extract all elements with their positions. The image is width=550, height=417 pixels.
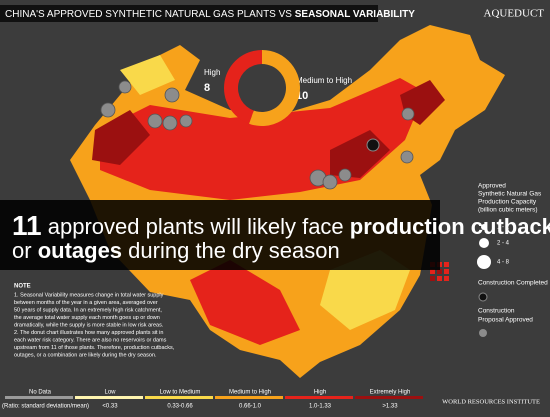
brand: AQUEDUCT [484, 8, 545, 20]
approved-key [479, 329, 487, 337]
legend-title: Production Capacity [478, 199, 537, 206]
scale-range: >1.33 [382, 404, 398, 410]
scale-label: No Data [29, 390, 52, 396]
donut-label: High [204, 68, 220, 77]
note-line: 1. Seasonal Variability measures change … [14, 292, 164, 298]
scale-label: Medium to High [229, 390, 271, 396]
scale-swatch [75, 396, 143, 399]
plant [100, 102, 116, 118]
scale-label: Low [104, 390, 116, 396]
legend-approved: Proposal Approved [478, 317, 533, 324]
plant [322, 174, 338, 190]
plant [338, 168, 352, 182]
note-line: the average total water supply each mont… [14, 315, 160, 321]
scale-swatch [215, 396, 283, 399]
legend-completed: Construction Completed [478, 280, 548, 287]
scale-swatch [355, 396, 423, 399]
footer-org: WORLD RESOURCES INSTITUTE [442, 398, 540, 405]
scale-unit: (Ratio: standard deviation/mean) [2, 404, 89, 410]
plant [162, 115, 178, 131]
plant [147, 113, 163, 129]
note-line: 50 years of supply data. In an extremely… [14, 307, 162, 313]
size-label: 4 - 8 [497, 260, 510, 266]
size-key [479, 238, 489, 248]
title: CHINA'S APPROVED SYNTHETIC NATURAL GAS P… [5, 9, 415, 20]
headline: 11 approved plants will likely face prod… [12, 210, 550, 241]
scale-label: High [314, 390, 326, 396]
donut-value: 8 [204, 82, 210, 94]
donut-segment [223, 50, 262, 124]
scale-range: 1.0-1.33 [309, 404, 332, 410]
scale-swatch [145, 396, 213, 399]
scale-swatch [285, 396, 353, 399]
plant [118, 80, 132, 94]
plant [179, 114, 193, 128]
region-high [190, 260, 300, 345]
donut-label: Medium to High [296, 76, 352, 85]
note-line: dramatically, while the supply is more s… [14, 322, 164, 328]
note-title: NOTE [14, 284, 31, 290]
scale-label: Low to Medium [160, 390, 201, 396]
plant-completed [366, 138, 380, 152]
scale-swatch [5, 396, 73, 399]
note-line: between months of the year in a given ar… [14, 300, 158, 306]
note-line: 2. The donut chart illustrates how many … [14, 330, 163, 336]
region-extreme [92, 80, 445, 178]
size-key [481, 224, 487, 230]
scale-range: 0.33-0.66 [167, 404, 193, 410]
size-key [477, 255, 491, 269]
note-line: each water risk category. There are also… [14, 337, 167, 343]
size-label: 1 - 2 [497, 225, 510, 231]
size-label: 2 - 4 [497, 241, 510, 247]
legend-title: Approved [478, 183, 506, 190]
plant [164, 87, 180, 103]
donut-segment [249, 50, 300, 126]
plant [401, 107, 415, 121]
region-low-medium [120, 55, 410, 330]
scale-label: Extremely High [370, 390, 411, 396]
headline: or outages during the dry season [12, 238, 340, 263]
legend-approved: Construction [478, 308, 515, 315]
legend-title: Synthetic Natural Gas [478, 191, 542, 198]
legend: 1 - 2 2 - 4 4 - 8 Construction Completed… [477, 224, 548, 337]
plant [400, 150, 414, 164]
legend-title: (billion cubic meters) [478, 207, 538, 214]
scale-range: 0.66-1.0 [239, 404, 262, 410]
note-line: outages, or a combination are likely dur… [14, 352, 157, 358]
headline-banner [0, 200, 440, 270]
completed-key [478, 292, 488, 302]
note-line: upstream from 11 of those plants. Theref… [14, 345, 175, 351]
scale-range: <0.33 [102, 404, 118, 410]
title-bar [0, 5, 378, 22]
